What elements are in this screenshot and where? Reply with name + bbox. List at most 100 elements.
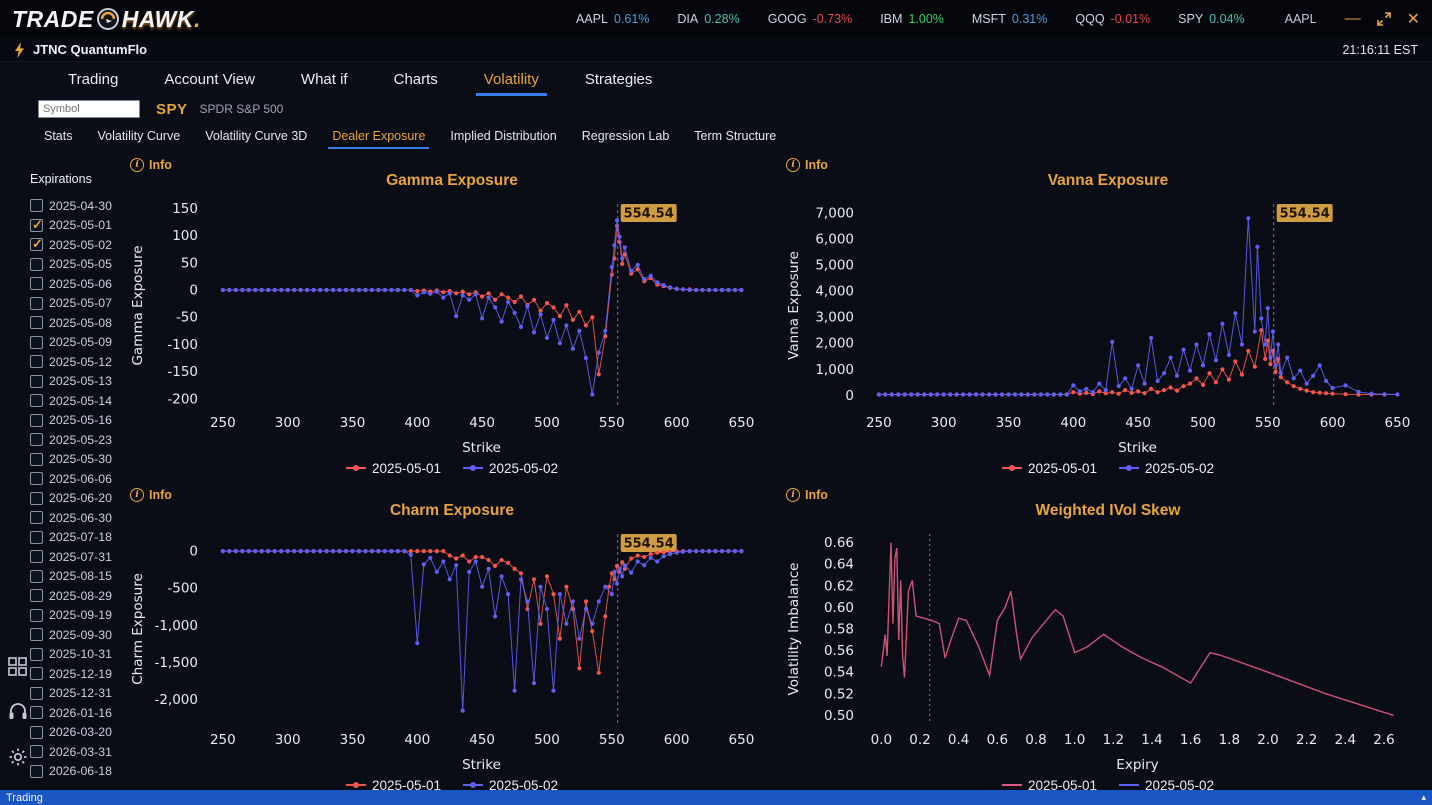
expiration-row[interactable]: 2026-01-16	[30, 703, 120, 723]
close-window-icon[interactable]: ✕	[1406, 11, 1420, 28]
ticker-item[interactable]: SPY 0.04%	[1178, 12, 1244, 26]
expiration-checkbox[interactable]	[30, 413, 43, 427]
gamma-info-button[interactable]: i Info	[130, 157, 172, 172]
expiration-checkbox[interactable]	[30, 472, 43, 486]
ticker-item[interactable]: MSFT 0.31%	[972, 12, 1047, 26]
status-bar-caret[interactable]: ▴	[1421, 792, 1426, 802]
expiration-checkbox[interactable]	[30, 608, 43, 622]
expiration-row[interactable]: 2025-06-06	[30, 469, 120, 489]
expiration-checkbox[interactable]	[30, 452, 43, 466]
expiration-row[interactable]: 2025-09-19	[30, 606, 120, 626]
legend-item[interactable]: 2025-05-01	[1001, 778, 1097, 793]
expiration-row[interactable]: 2025-05-06	[30, 274, 120, 294]
expiration-row[interactable]: 2025-04-30	[30, 196, 120, 216]
expiration-checkbox[interactable]	[30, 236, 43, 252]
minimize-window-icon[interactable]: —	[1344, 10, 1361, 27]
expiration-row[interactable]: 2025-05-23	[30, 430, 120, 450]
expiration-row[interactable]: 2025-07-18	[30, 528, 120, 548]
tab-charts[interactable]: Charts	[393, 70, 438, 88]
expiration-checkbox[interactable]	[30, 686, 43, 700]
expiration-checkbox[interactable]	[30, 530, 43, 544]
expiration-checkbox[interactable]	[30, 374, 43, 388]
expiration-checkbox[interactable]	[30, 355, 43, 369]
expiration-row[interactable]: 2025-05-07	[30, 294, 120, 314]
expiration-checkbox[interactable]	[30, 335, 43, 349]
headset-support-icon[interactable]	[8, 702, 28, 721]
ticker-item[interactable]: GOOG -0.73%	[768, 12, 853, 26]
restore-window-icon[interactable]	[1376, 12, 1391, 26]
subtab-implied-distribution[interactable]: Implied Distribution	[450, 129, 557, 143]
expiration-row[interactable]: 2025-05-02	[30, 235, 120, 255]
expiration-row[interactable]: 2025-06-30	[30, 508, 120, 528]
expiration-row[interactable]: 2025-05-09	[30, 333, 120, 353]
settings-gear-icon[interactable]	[8, 747, 28, 767]
expiration-row[interactable]: 2025-10-31	[30, 645, 120, 665]
ticker-item[interactable]: AAPL 0.61%	[576, 12, 649, 26]
expiration-row[interactable]: 2026-03-20	[30, 723, 120, 743]
expiration-checkbox[interactable]	[30, 745, 43, 759]
subtab-volatility-curve-3d[interactable]: Volatility Curve 3D	[205, 129, 308, 143]
legend-item[interactable]: 2025-05-02	[463, 461, 558, 476]
expiration-row[interactable]: 2025-05-05	[30, 255, 120, 275]
expiration-checkbox[interactable]	[30, 257, 43, 271]
expiration-checkbox[interactable]	[30, 589, 43, 603]
apps-grid-icon[interactable]	[8, 657, 28, 676]
expiration-row[interactable]: 2025-05-13	[30, 372, 120, 392]
expiration-checkbox[interactable]	[30, 706, 43, 720]
symbol-input[interactable]	[38, 100, 140, 118]
tab-account-view[interactable]: Account View	[164, 70, 255, 88]
ivol-skew-chart[interactable]: 0.0 0.2 0.4 0.6 0.8 1.0 1.2 1.4 1.6 1.8 2.0 2.2 2.4 2…	[784, 524, 1429, 774]
expiration-checkbox[interactable]	[30, 217, 43, 233]
expiration-row[interactable]: 2025-09-30	[30, 625, 120, 645]
expiration-checkbox[interactable]	[30, 628, 43, 642]
vanna-info-button[interactable]: i Info	[786, 157, 828, 172]
expiration-row[interactable]: 2025-07-31	[30, 547, 120, 567]
expiration-checkbox[interactable]	[30, 491, 43, 505]
charm-exposure-chart[interactable]: 554.54 250 300 350 400 450 500 550 600 650 0 -500 -1…	[128, 524, 773, 774]
expiration-checkbox[interactable]	[30, 511, 43, 525]
expiration-row[interactable]: 2025-05-08	[30, 313, 120, 333]
expiration-checkbox[interactable]	[30, 550, 43, 564]
ticker-item[interactable]: DIA 0.28%	[677, 12, 739, 26]
legend-item[interactable]: 2025-05-01	[345, 778, 441, 793]
subtab-regression-lab[interactable]: Regression Lab	[581, 129, 670, 143]
expiration-row[interactable]: 2025-06-20	[30, 489, 120, 509]
tab-what-if[interactable]: What if	[300, 70, 348, 88]
subtab-stats[interactable]: Stats	[44, 129, 73, 143]
legend-item[interactable]: 2025-05-02	[463, 778, 558, 793]
tab-strategies[interactable]: Strategies	[584, 70, 653, 88]
expiration-row[interactable]: 2025-08-15	[30, 567, 120, 587]
expiration-checkbox[interactable]	[30, 316, 43, 330]
expiration-row[interactable]: 2025-12-19	[30, 664, 120, 684]
subtab-term-structure[interactable]: Term Structure	[694, 129, 777, 143]
expiration-checkbox[interactable]	[30, 277, 43, 291]
expiration-checkbox[interactable]	[30, 647, 43, 661]
vanna-exposure-chart[interactable]: 554.54 250 300 350 400 450 500 550 600 650 7,000 6,…	[784, 194, 1429, 457]
expiration-row[interactable]: 2025-05-12	[30, 352, 120, 372]
ivol-info-button[interactable]: i Info	[786, 487, 828, 502]
subtab-volatility-curve[interactable]: Volatility Curve	[97, 129, 181, 143]
expiration-checkbox[interactable]	[30, 667, 43, 681]
expiration-checkbox[interactable]	[30, 199, 43, 213]
expiration-checkbox[interactable]	[30, 394, 43, 408]
expiration-row[interactable]: 2025-05-16	[30, 411, 120, 431]
expiration-row[interactable]: 2026-06-18	[30, 762, 120, 782]
legend-item[interactable]: 2025-05-02	[1119, 778, 1214, 793]
tab-trading[interactable]: Trading	[68, 70, 119, 88]
charm-info-button[interactable]: i Info	[130, 487, 172, 502]
expiration-checkbox[interactable]	[30, 569, 43, 583]
expiration-checkbox[interactable]	[30, 433, 43, 447]
expiration-row[interactable]: 2026-03-31	[30, 742, 120, 762]
legend-item[interactable]: 2025-05-01	[345, 461, 441, 476]
expiration-row[interactable]: 2025-12-31	[30, 684, 120, 704]
expiration-row[interactable]: 2025-05-14	[30, 391, 120, 411]
expiration-row[interactable]: 2025-05-01	[30, 216, 120, 236]
expiration-row[interactable]: 2025-08-29	[30, 586, 120, 606]
tab-volatility[interactable]: Volatility	[475, 70, 547, 96]
expiration-checkbox[interactable]	[30, 296, 43, 310]
legend-item[interactable]: 2025-05-01	[1001, 461, 1097, 476]
ticker-item[interactable]: IBM 1.00%	[880, 12, 944, 26]
expiration-checkbox[interactable]	[30, 764, 43, 778]
legend-item[interactable]: 2025-05-02	[1119, 461, 1214, 476]
